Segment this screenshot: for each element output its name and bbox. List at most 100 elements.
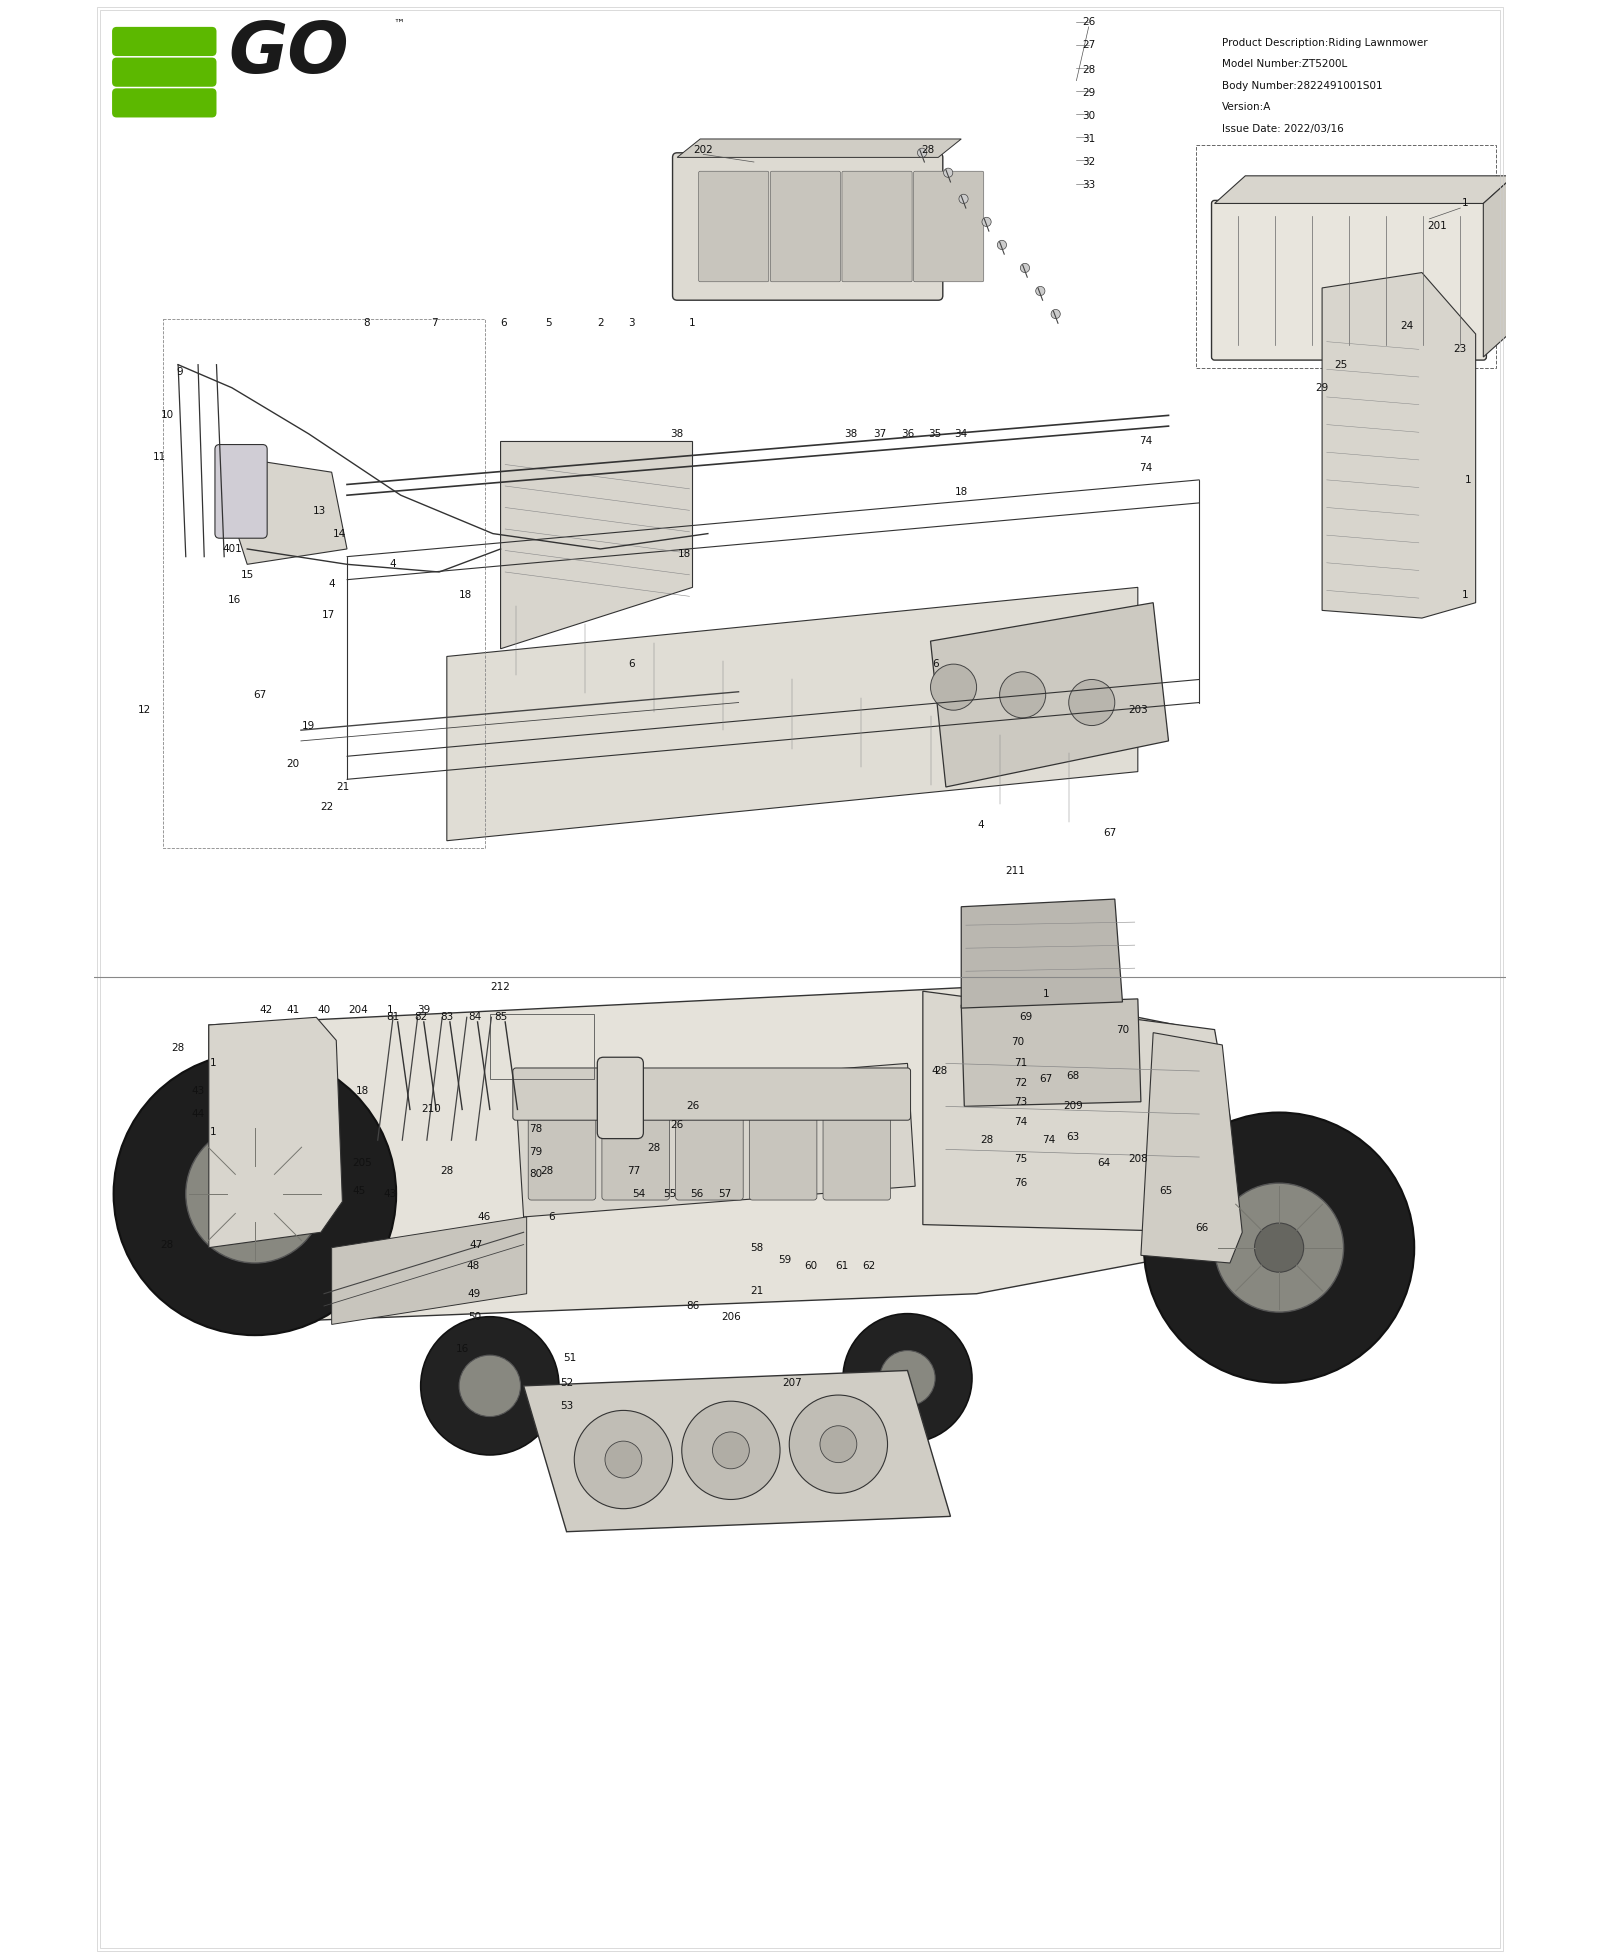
Circle shape bbox=[421, 1317, 558, 1456]
Text: 401: 401 bbox=[222, 543, 242, 555]
Polygon shape bbox=[210, 1018, 342, 1249]
Text: 4: 4 bbox=[390, 559, 397, 569]
Text: 43: 43 bbox=[192, 1086, 205, 1096]
Polygon shape bbox=[331, 1217, 526, 1325]
Text: 84: 84 bbox=[467, 1012, 482, 1022]
Text: Model Number:ZT5200L: Model Number:ZT5200L bbox=[1222, 59, 1347, 68]
FancyBboxPatch shape bbox=[602, 1098, 669, 1200]
Text: 56: 56 bbox=[691, 1188, 704, 1200]
FancyBboxPatch shape bbox=[112, 88, 216, 117]
Text: 37: 37 bbox=[874, 428, 886, 440]
FancyBboxPatch shape bbox=[112, 57, 216, 86]
Text: 6: 6 bbox=[627, 658, 635, 668]
Text: 78: 78 bbox=[530, 1124, 542, 1135]
Circle shape bbox=[1069, 680, 1115, 725]
Text: 212: 212 bbox=[491, 981, 510, 991]
FancyBboxPatch shape bbox=[514, 1069, 910, 1120]
Text: 81: 81 bbox=[387, 1012, 400, 1022]
FancyBboxPatch shape bbox=[528, 1098, 595, 1200]
Circle shape bbox=[574, 1411, 672, 1508]
Text: 74: 74 bbox=[1042, 1135, 1056, 1145]
Text: 67: 67 bbox=[1038, 1075, 1053, 1084]
Text: 9: 9 bbox=[176, 367, 182, 377]
Circle shape bbox=[958, 193, 968, 203]
Text: 48: 48 bbox=[466, 1260, 480, 1270]
Polygon shape bbox=[1322, 272, 1475, 617]
Circle shape bbox=[1254, 1223, 1304, 1272]
Text: 50: 50 bbox=[467, 1311, 482, 1321]
Text: 28: 28 bbox=[541, 1167, 554, 1176]
Circle shape bbox=[997, 240, 1006, 250]
Circle shape bbox=[880, 1350, 934, 1405]
Text: 6: 6 bbox=[931, 658, 939, 668]
Text: 38: 38 bbox=[845, 428, 858, 440]
Text: 17: 17 bbox=[322, 610, 336, 619]
Text: 21: 21 bbox=[750, 1286, 763, 1296]
Text: 23: 23 bbox=[1454, 344, 1467, 354]
Text: 74: 74 bbox=[1139, 436, 1152, 446]
Text: 1: 1 bbox=[1461, 199, 1469, 209]
Polygon shape bbox=[1214, 176, 1514, 203]
Text: 30: 30 bbox=[1082, 111, 1096, 121]
Text: 204: 204 bbox=[347, 1004, 368, 1014]
Text: 69: 69 bbox=[1019, 1012, 1032, 1022]
Text: 75: 75 bbox=[1014, 1153, 1027, 1163]
Text: 4: 4 bbox=[978, 821, 984, 830]
Circle shape bbox=[982, 217, 990, 227]
Polygon shape bbox=[1483, 176, 1514, 358]
Text: 38: 38 bbox=[670, 428, 683, 440]
Text: 27: 27 bbox=[1082, 41, 1096, 51]
Polygon shape bbox=[515, 1063, 915, 1217]
Text: 1: 1 bbox=[1464, 475, 1472, 485]
Text: 73: 73 bbox=[1014, 1096, 1027, 1106]
Text: 74: 74 bbox=[1014, 1118, 1027, 1127]
Polygon shape bbox=[523, 1370, 950, 1532]
FancyBboxPatch shape bbox=[822, 1098, 891, 1200]
Text: 31: 31 bbox=[1082, 135, 1096, 145]
Text: 42: 42 bbox=[259, 1004, 272, 1014]
Text: Body Number:2822491001S01: Body Number:2822491001S01 bbox=[1222, 80, 1382, 90]
Text: 43: 43 bbox=[384, 1188, 397, 1200]
Text: 28: 28 bbox=[1082, 64, 1096, 74]
Circle shape bbox=[712, 1432, 749, 1469]
Text: 85: 85 bbox=[494, 1012, 507, 1022]
Text: 5: 5 bbox=[546, 319, 552, 328]
Polygon shape bbox=[210, 987, 1222, 1325]
Text: 63: 63 bbox=[1067, 1131, 1080, 1141]
Text: 28: 28 bbox=[922, 145, 934, 154]
Circle shape bbox=[1144, 1112, 1414, 1383]
Text: 1: 1 bbox=[1461, 590, 1469, 600]
Text: 25: 25 bbox=[1334, 360, 1347, 369]
Text: 29: 29 bbox=[1315, 383, 1328, 393]
FancyBboxPatch shape bbox=[914, 172, 984, 281]
Text: ™: ™ bbox=[394, 20, 405, 29]
Text: 68: 68 bbox=[1067, 1071, 1080, 1081]
Text: 1: 1 bbox=[690, 319, 696, 328]
FancyBboxPatch shape bbox=[770, 172, 840, 281]
Text: 4: 4 bbox=[931, 1067, 939, 1077]
Text: 18: 18 bbox=[355, 1086, 370, 1096]
Text: 45: 45 bbox=[352, 1186, 366, 1196]
Text: 15: 15 bbox=[240, 571, 254, 580]
FancyBboxPatch shape bbox=[749, 1098, 818, 1200]
Polygon shape bbox=[677, 139, 962, 158]
Polygon shape bbox=[923, 991, 1242, 1233]
Text: 66: 66 bbox=[1195, 1223, 1210, 1233]
Text: 211: 211 bbox=[1005, 866, 1026, 877]
Text: Product Description:Riding Lawnmower: Product Description:Riding Lawnmower bbox=[1222, 37, 1427, 47]
Text: 4: 4 bbox=[328, 578, 334, 590]
Polygon shape bbox=[962, 998, 1141, 1106]
Text: 13: 13 bbox=[312, 506, 326, 516]
Text: 208: 208 bbox=[1128, 1153, 1147, 1163]
Text: 16: 16 bbox=[229, 594, 242, 604]
Text: 16: 16 bbox=[456, 1344, 469, 1354]
Text: 1: 1 bbox=[1042, 989, 1050, 998]
Circle shape bbox=[1021, 264, 1029, 272]
Text: 29: 29 bbox=[1082, 88, 1096, 98]
Text: 1: 1 bbox=[210, 1127, 216, 1137]
Text: 60: 60 bbox=[805, 1260, 818, 1270]
Text: 72: 72 bbox=[1014, 1079, 1027, 1088]
Circle shape bbox=[114, 1053, 397, 1335]
Text: Version:A: Version:A bbox=[1222, 102, 1272, 111]
Text: 201: 201 bbox=[1427, 221, 1446, 231]
